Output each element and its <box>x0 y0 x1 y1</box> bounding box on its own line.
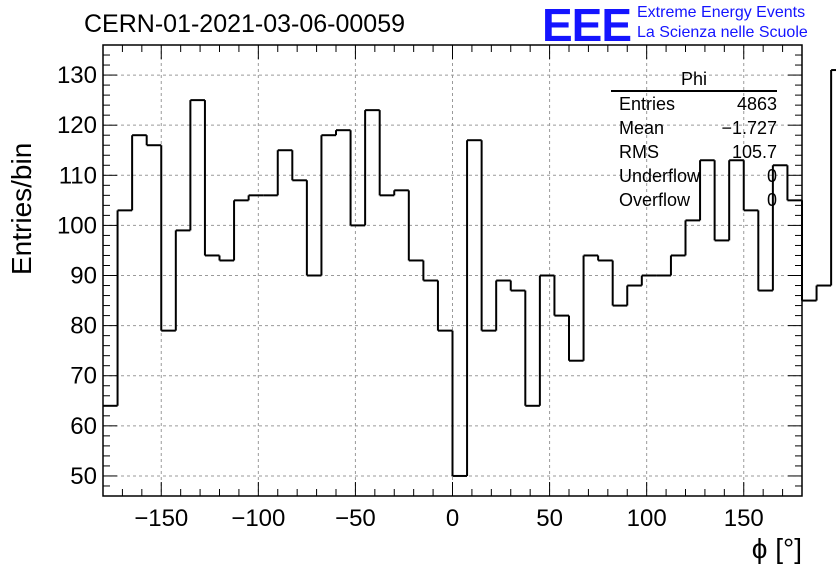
x-tick-label: −50 <box>335 505 376 532</box>
x-tick-label: −150 <box>134 505 188 532</box>
y-tick-label: 50 <box>70 463 97 490</box>
x-tick-label: 150 <box>724 505 764 532</box>
stats-label: Underflow <box>619 166 701 186</box>
y-tick-label: 80 <box>70 313 97 340</box>
logo-subtitle-1: Extreme Energy Events <box>637 4 806 21</box>
y-tick-label: 90 <box>70 263 97 290</box>
y-axis-label: Entries/bin <box>6 142 37 275</box>
stats-value: 105.7 <box>731 142 777 162</box>
stats-box: Phi Entries 4863 Mean −1.727 RMS 105.7 U… <box>611 68 777 212</box>
stats-row-underflow: Underflow 0 <box>611 164 777 188</box>
x-tick-label: 100 <box>627 505 667 532</box>
stats-row-entries: Entries 4863 <box>611 92 777 116</box>
stats-label: Overflow <box>619 190 691 210</box>
x-tick-label: 0 <box>446 505 459 532</box>
stats-value: 0 <box>766 190 777 210</box>
stats-value: 4863 <box>736 94 777 114</box>
stats-value: −1.727 <box>721 118 777 138</box>
stats-label: Mean <box>619 118 665 138</box>
stats-row-rms: RMS 105.7 <box>611 140 777 164</box>
stats-value: 0 <box>766 166 777 186</box>
y-tick-label: 120 <box>57 112 97 139</box>
y-tick-label: 110 <box>59 162 97 189</box>
eee-logo: EEE <box>542 0 632 51</box>
chart-title: CERN-01-2021-03-06-00059 <box>84 10 406 38</box>
y-tick-label: 100 <box>57 212 97 239</box>
stats-label: Entries <box>619 94 676 114</box>
logo-subtitle-2: La Scienza nelle Scuole <box>637 24 808 41</box>
x-tick-label: 50 <box>536 505 563 532</box>
y-tick-label: 60 <box>70 413 97 440</box>
stats-row-overflow: Overflow 0 <box>611 188 777 212</box>
y-tick-label: 70 <box>70 363 97 390</box>
y-tick-label: 130 <box>57 62 97 89</box>
x-tick-label: −100 <box>231 505 285 532</box>
stats-row-mean: Mean −1.727 <box>611 116 777 140</box>
x-axis-label: ϕ [°] <box>751 533 802 564</box>
stats-title: Phi <box>611 68 777 92</box>
stats-label: RMS <box>619 142 659 162</box>
